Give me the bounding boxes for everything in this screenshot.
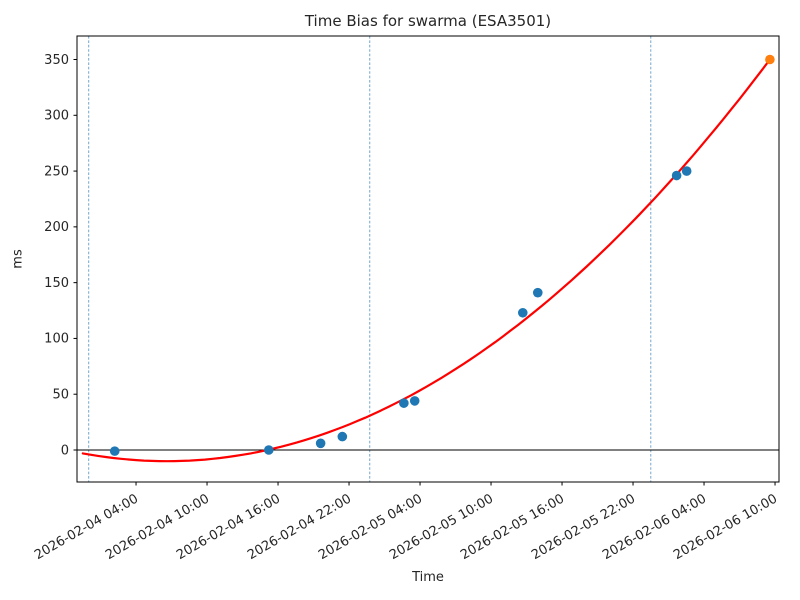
- data-point: [399, 398, 409, 408]
- y-tick-label: 200: [44, 220, 69, 235]
- data-point: [263, 445, 274, 455]
- y-tick-label: 0: [61, 443, 69, 458]
- data-point: [671, 170, 682, 181]
- y-tick-label: 100: [44, 332, 69, 347]
- y-tick-label: 150: [44, 276, 69, 291]
- chart-title: Time Bias for swarma (ESA3501): [304, 12, 552, 30]
- plot-border: [76, 35, 780, 483]
- data-point: [681, 166, 692, 176]
- y-tick-label: 250: [44, 164, 69, 179]
- latest-data-point: [765, 54, 775, 65]
- data-point: [532, 287, 543, 298]
- y-tick-label: 350: [44, 53, 69, 68]
- x-axis-label: Time: [412, 570, 444, 585]
- data-point: [517, 307, 528, 318]
- data-point: [337, 431, 348, 442]
- data-point: [315, 438, 326, 449]
- fit-curve: [81, 58, 772, 463]
- data-point: [109, 446, 120, 456]
- y-tick-label: 50: [52, 388, 69, 403]
- y-tick-label: 300: [44, 109, 69, 124]
- data-point: [409, 396, 420, 406]
